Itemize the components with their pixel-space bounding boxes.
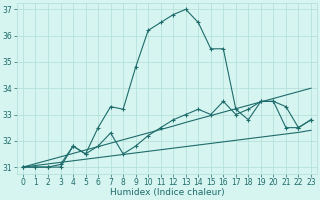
X-axis label: Humidex (Indice chaleur): Humidex (Indice chaleur)	[110, 188, 224, 197]
